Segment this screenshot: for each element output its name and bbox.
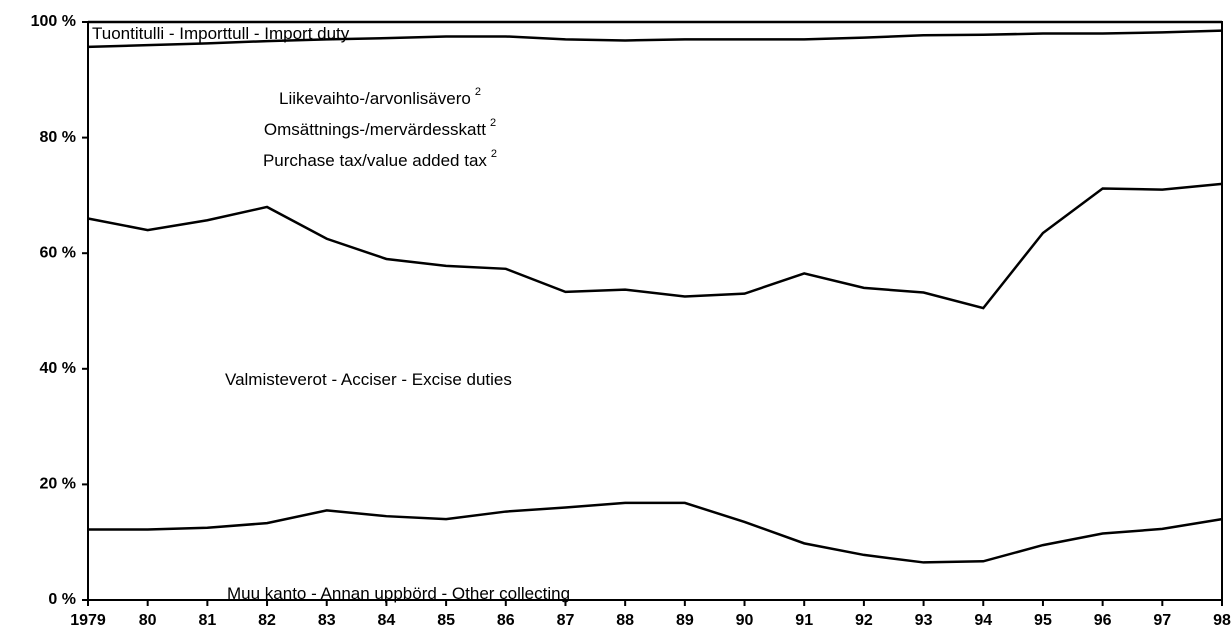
plot-frame bbox=[87, 21, 1223, 601]
series-label-text: Omsättnings-/mervärdesskatt bbox=[264, 120, 486, 139]
series-label: Muu kanto - Annan uppbörd - Other collec… bbox=[227, 584, 570, 603]
x-tick-label: 92 bbox=[855, 612, 873, 629]
footnote-mark: 2 bbox=[475, 86, 481, 98]
series-label-text: Liikevaihto-/arvonlisävero bbox=[279, 89, 471, 108]
x-tick-label: 85 bbox=[437, 612, 455, 629]
x-tick-label: 84 bbox=[378, 612, 396, 629]
series-line bbox=[87, 182, 1223, 310]
x-tick-label: 86 bbox=[497, 612, 515, 629]
x-tick-label: 91 bbox=[795, 612, 813, 629]
x-tick-label: 87 bbox=[557, 612, 575, 629]
series-label: Omsättnings-/mervärdesskatt 2 bbox=[264, 117, 496, 140]
x-tick-label: 83 bbox=[318, 612, 336, 629]
x-tick-label: 82 bbox=[258, 612, 276, 629]
x-tick-label: 88 bbox=[616, 612, 634, 629]
y-tick-label: 100 % bbox=[31, 13, 76, 30]
series-label-text: Muu kanto - Annan uppbörd - Other collec… bbox=[227, 584, 570, 603]
x-tick-label: 81 bbox=[198, 612, 216, 629]
series-label: Liikevaihto-/arvonlisävero 2 bbox=[279, 86, 481, 109]
x-tick-label: 90 bbox=[736, 612, 754, 629]
x-tick-label: 96 bbox=[1094, 612, 1112, 629]
x-tick-label: 95 bbox=[1034, 612, 1052, 629]
series-label-text: Tuontitulli - Importtull - Import duty bbox=[92, 24, 350, 43]
y-tick-label: 40 % bbox=[40, 360, 76, 377]
x-tick-label: 89 bbox=[676, 612, 694, 629]
series-label: Purchase tax/value added tax 2 bbox=[263, 148, 497, 171]
x-tick-label: 1979 bbox=[70, 612, 106, 629]
y-tick-label: 80 % bbox=[40, 129, 76, 146]
series-label-text: Valmisteverot - Acciser - Excise duties bbox=[225, 370, 512, 389]
y-tick-label: 0 % bbox=[48, 591, 76, 608]
series-line bbox=[87, 29, 1223, 49]
x-tick-label: 97 bbox=[1153, 612, 1171, 629]
series-line bbox=[88, 501, 1223, 564]
series-label: Tuontitulli - Importtull - Import duty bbox=[92, 24, 350, 43]
x-tick-label: 98 bbox=[1213, 612, 1231, 629]
x-tick-label: 94 bbox=[974, 612, 992, 629]
series-label-text: Purchase tax/value added tax bbox=[263, 151, 487, 170]
footnote-mark: 2 bbox=[491, 148, 497, 160]
footnote-mark: 2 bbox=[490, 117, 496, 129]
series-label: Valmisteverot - Acciser - Excise duties bbox=[225, 370, 512, 389]
y-tick-label: 60 % bbox=[40, 244, 76, 261]
x-tick-label: 93 bbox=[915, 612, 933, 629]
y-tick-label: 20 % bbox=[40, 476, 76, 493]
x-tick-label: 80 bbox=[139, 612, 157, 629]
